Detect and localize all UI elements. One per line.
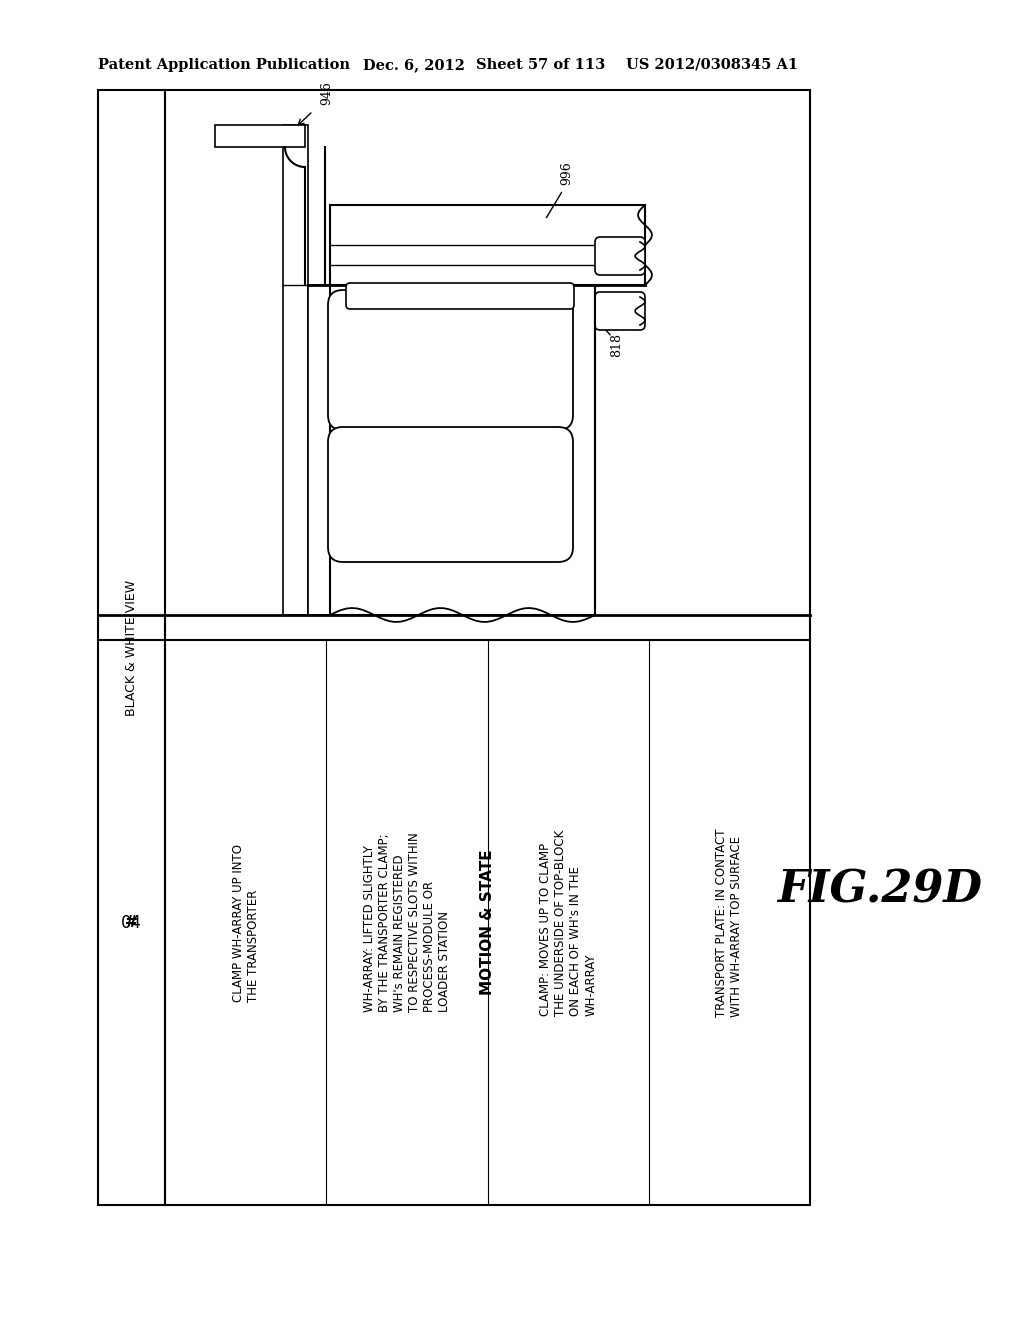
Text: 04: 04	[121, 913, 142, 932]
FancyBboxPatch shape	[328, 426, 573, 562]
Text: Sheet 57 of 113: Sheet 57 of 113	[476, 58, 605, 73]
Text: CLAMP: MOVES UP TO CLAMP
THE UNDERSIDE OF TOP-BLOCK
ON EACH OF WH's IN THE
WH-AR: CLAMP: MOVES UP TO CLAMP THE UNDERSIDE O…	[539, 829, 597, 1015]
FancyBboxPatch shape	[595, 292, 645, 330]
Text: #: #	[125, 915, 138, 931]
FancyBboxPatch shape	[328, 290, 573, 430]
Bar	[330, 285, 595, 615]
Bar	[98, 90, 810, 1205]
Text: TRANSPORT PLATE: IN CONTACT
WITH WH-ARRAY TOP SURFACE: TRANSPORT PLATE: IN CONTACT WITH WH-ARRA…	[716, 828, 743, 1016]
Text: US 2012/0308345 A1: US 2012/0308345 A1	[626, 58, 798, 73]
Text: FIG.29D: FIG.29D	[777, 869, 982, 912]
Text: WH-ARRAY: LIFTED SLIGHTLY
BY THE TRANSPORTER CLAMP;
WH's REMAIN REGISTERED
TO RE: WH-ARRAY: LIFTED SLIGHTLY BY THE TRANSPO…	[362, 833, 451, 1012]
Bar	[330, 205, 645, 285]
Text: Dec. 6, 2012: Dec. 6, 2012	[362, 58, 465, 73]
Text: 996: 996	[560, 161, 573, 185]
FancyBboxPatch shape	[595, 238, 645, 275]
Bar	[308, 285, 333, 615]
Text: 946: 946	[319, 81, 333, 106]
Text: BLACK & WHITE VIEW: BLACK & WHITE VIEW	[125, 579, 138, 715]
Text: CLAMP WH-ARRAY UP INTO
THE TRANSPORTER: CLAMP WH-ARRAY UP INTO THE TRANSPORTER	[231, 843, 260, 1002]
FancyBboxPatch shape	[346, 282, 574, 309]
Text: MOTION & STATE: MOTION & STATE	[480, 850, 495, 995]
Bar	[215, 125, 305, 147]
Text: 818: 818	[610, 333, 623, 356]
Bar	[283, 125, 308, 615]
Text: Patent Application Publication: Patent Application Publication	[98, 58, 350, 73]
